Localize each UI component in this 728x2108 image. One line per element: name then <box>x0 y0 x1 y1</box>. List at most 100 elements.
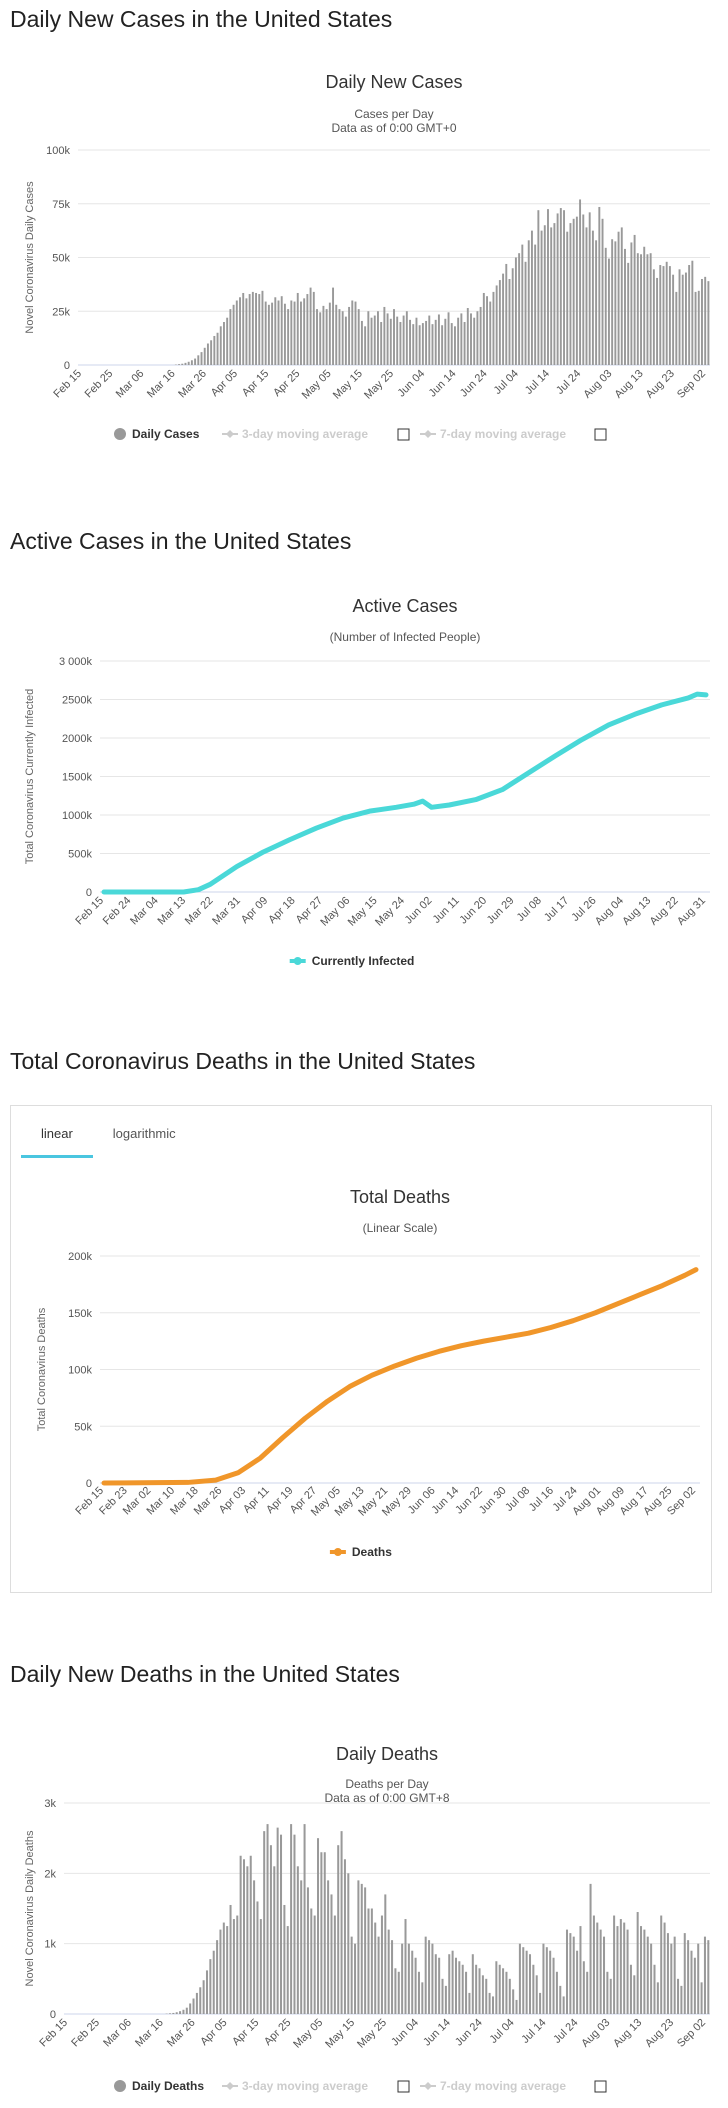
bar <box>206 343 209 365</box>
bar <box>582 1961 585 2014</box>
bar <box>643 246 646 365</box>
bar <box>486 296 488 365</box>
bar <box>269 1845 272 2014</box>
bar <box>700 1982 703 2014</box>
bar <box>572 218 575 365</box>
legend-marker <box>114 428 126 440</box>
y-tick-label: 2000k <box>62 733 92 745</box>
legend-item-main[interactable]: Daily Cases <box>132 427 200 441</box>
bar <box>475 1964 478 2014</box>
legend-checkbox[interactable] <box>594 2080 607 2093</box>
y-tick-label: 0 <box>50 2009 56 2021</box>
bar <box>287 309 290 365</box>
y-tick-label: 500k <box>68 849 92 861</box>
legend-checkbox[interactable] <box>594 428 607 441</box>
bar <box>189 2003 192 2014</box>
bar <box>194 358 197 365</box>
bar <box>249 1855 252 2014</box>
bar <box>697 1943 700 2014</box>
bar <box>175 2012 178 2014</box>
bar <box>317 1838 320 2014</box>
y-tick-label: 0 <box>86 887 92 899</box>
tab-logarithmic[interactable]: logarithmic <box>112 1126 176 1141</box>
bar <box>185 2007 188 2014</box>
bar <box>528 1954 532 2014</box>
bar <box>229 1904 232 2014</box>
bar <box>629 1964 632 2014</box>
y-tick-label: 3 000k <box>59 656 93 668</box>
bar <box>351 300 354 365</box>
bar <box>253 1880 256 2014</box>
bar <box>168 2013 171 2014</box>
bar <box>550 227 553 365</box>
bar <box>553 223 556 365</box>
bar <box>394 1968 397 2014</box>
bar <box>248 294 251 365</box>
bar <box>306 1887 309 2014</box>
chart-subtitle: (Number of Infected People) <box>330 630 481 644</box>
x-tick-label: Jul 04 <box>487 2017 516 2046</box>
bar <box>428 315 431 365</box>
bar <box>555 1971 558 2014</box>
bar <box>518 253 521 365</box>
y-axis-label: Total Coronavirus Deaths <box>36 1307 48 1431</box>
bar <box>172 2012 175 2014</box>
bar <box>620 227 623 365</box>
legend-item-ma3[interactable]: 3-day moving average <box>242 2079 368 2093</box>
legend-item-ma3[interactable]: 3-day moving average <box>242 427 368 441</box>
bar <box>508 1978 511 2014</box>
bar <box>374 1922 377 2014</box>
x-tick-label: Mar 16 <box>133 2017 166 2050</box>
legend-checkbox[interactable] <box>397 428 410 441</box>
bar <box>316 309 318 365</box>
bar <box>434 1954 437 2014</box>
bar <box>518 1943 521 2014</box>
bar <box>264 301 267 365</box>
bar <box>209 1959 212 2014</box>
bar <box>659 265 662 365</box>
legend-marker <box>424 2082 432 2090</box>
bar <box>364 1887 367 2014</box>
daily-cases-heading: Daily New Cases in the United States <box>10 6 393 32</box>
bar <box>293 1834 296 2014</box>
bar <box>417 1971 420 2014</box>
legend-item-main[interactable]: Daily Deaths <box>132 2079 204 2093</box>
bar <box>255 292 258 365</box>
bar <box>273 1866 276 2014</box>
bar <box>545 1947 548 2014</box>
legend-marker <box>424 430 432 438</box>
legend-item-ma7[interactable]: 7-day moving average <box>440 427 566 441</box>
legend-checkbox[interactable] <box>397 2080 410 2093</box>
legend-item[interactable]: Currently Infected <box>312 954 415 968</box>
bar <box>591 230 594 365</box>
bar <box>337 1845 340 2014</box>
x-tick-label: May 05 <box>291 2017 325 2051</box>
x-tick-label: Apr 05 <box>198 2017 229 2048</box>
bar <box>677 1978 680 2014</box>
bar <box>409 319 412 365</box>
bar <box>576 1950 579 2014</box>
y-tick-label: 100k <box>68 1365 92 1377</box>
bar <box>380 322 383 365</box>
bar <box>330 1894 333 2014</box>
bar <box>633 234 636 365</box>
bar <box>184 362 187 365</box>
bar <box>267 304 270 365</box>
bar <box>226 317 229 365</box>
bar <box>280 1834 283 2014</box>
tab-linear[interactable]: linear <box>21 1118 93 1158</box>
bar <box>495 285 498 365</box>
bar <box>598 206 601 365</box>
bar <box>280 296 283 365</box>
bar <box>604 247 607 365</box>
bar <box>470 313 472 365</box>
bar <box>540 230 543 365</box>
bar <box>232 1919 235 2014</box>
legend-item[interactable]: Deaths <box>352 1545 392 1559</box>
chart-subtitle-date: Data as of 0:00 GMT+0 <box>331 121 456 135</box>
bar <box>609 1978 612 2014</box>
legend-item-ma7[interactable]: 7-day moving average <box>440 2079 566 2093</box>
bar <box>559 208 562 365</box>
bar <box>364 326 367 365</box>
